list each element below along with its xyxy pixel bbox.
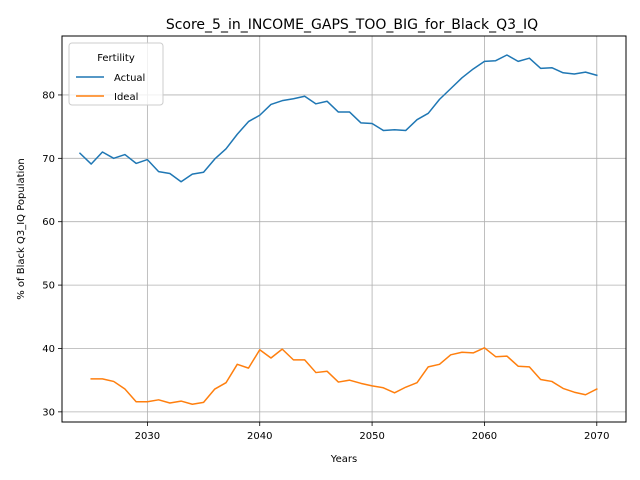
chart-title: Score_5_in_INCOME_GAPS_TOO_BIG_for_Black…	[166, 17, 538, 33]
x-tick-label: 2050	[359, 431, 384, 442]
y-tick-label: 40	[42, 344, 55, 355]
x-tick-label: 2040	[247, 431, 272, 442]
series-line-actual	[78, 54, 598, 183]
y-axis: 30 40 50 60 70 80	[42, 90, 62, 418]
plot-frame	[61, 35, 627, 423]
legend: Fertility Actual Ideal	[68, 42, 164, 106]
y-tick-label: 30	[42, 407, 55, 418]
y-tick-label: 70	[42, 154, 55, 165]
legend-label-actual: Actual	[114, 73, 145, 84]
x-tick-label: 2030	[135, 431, 160, 442]
series-layer	[78, 54, 598, 405]
y-tick-label: 50	[42, 281, 55, 292]
series-line-ideal	[90, 347, 598, 405]
legend-box	[68, 42, 164, 106]
x-tick-label: 2070	[584, 431, 609, 442]
x-axis-label: Years	[330, 454, 357, 465]
x-axis: 2030 2040 2050 2060 2070	[135, 422, 610, 442]
y-axis-label: % of Black Q3_IQ Population	[16, 158, 27, 300]
y-tick-label: 60	[42, 217, 55, 228]
y-tick-label: 80	[42, 90, 55, 101]
x-tick-label: 2060	[472, 431, 497, 442]
legend-label-ideal: Ideal	[114, 92, 138, 103]
legend-title: Fertility	[97, 53, 135, 64]
